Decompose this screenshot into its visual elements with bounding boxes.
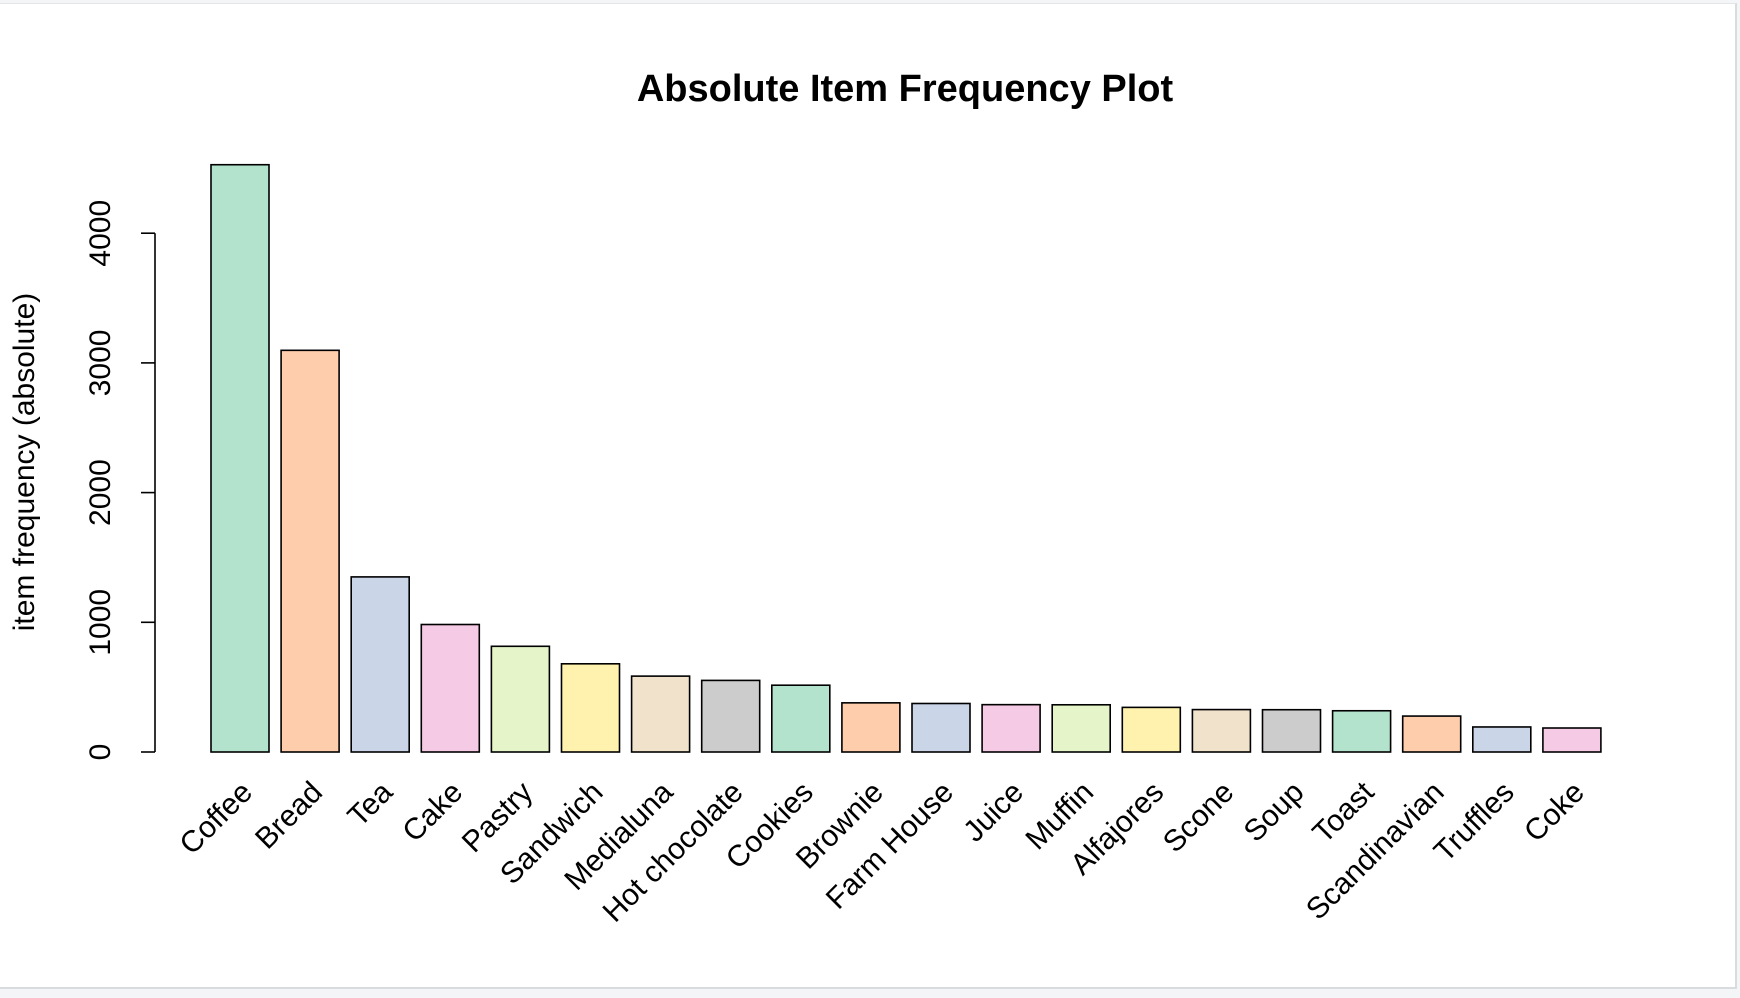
chart-title: Absolute Item Frequency Plot	[637, 68, 1174, 110]
x-tick-label: Juice	[957, 776, 1030, 849]
bar-toast	[1331, 709, 1392, 753]
bar-pastry	[490, 645, 551, 753]
bar-juice	[981, 703, 1041, 753]
bar-soup	[1261, 708, 1322, 753]
y-axis-label: item frequency (absolute)	[8, 293, 41, 632]
y-axis: 0 1000 2000 3000 4000	[84, 200, 156, 761]
bar-sandwich	[560, 663, 621, 753]
x-tick-label: Coffee	[173, 776, 258, 861]
x-tick-label: Bread	[249, 776, 329, 856]
bar-coke	[1542, 727, 1602, 753]
bar-farm-house	[911, 702, 971, 753]
bar-scandinavian	[1401, 715, 1462, 753]
bar-truffles	[1472, 726, 1532, 753]
y-tick-label: 0	[84, 744, 117, 761]
bars-group	[210, 163, 1602, 753]
bar-bread	[280, 349, 340, 753]
x-tick-label: Tea	[342, 775, 400, 833]
bar-brownie	[841, 702, 901, 753]
x-tick-label: Truffles	[1428, 776, 1521, 869]
bar-hot-chocolate	[700, 679, 761, 753]
x-tick-label: Soup	[1238, 776, 1311, 849]
y-tick-label: 4000	[84, 200, 117, 267]
y-tick-label: 2000	[84, 459, 117, 526]
bar-coffee	[210, 163, 270, 753]
bar-muffin	[1051, 703, 1111, 753]
bar-cookies	[770, 684, 831, 753]
x-tick-label: Scone	[1157, 776, 1240, 859]
bar-chart: Absolute Item Frequency Plot item freque…	[8, 68, 1602, 929]
bar-alfajores	[1121, 706, 1182, 753]
bar-scone	[1191, 708, 1252, 753]
x-tick-label: Coke	[1518, 776, 1591, 849]
y-tick-label: 1000	[84, 589, 117, 656]
bar-cake	[420, 623, 481, 753]
plot-frame: Absolute Item Frequency Plot item freque…	[0, 3, 1737, 989]
bar-medialuna	[630, 675, 691, 753]
y-tick-label: 3000	[84, 330, 117, 397]
bar-tea	[350, 576, 411, 753]
